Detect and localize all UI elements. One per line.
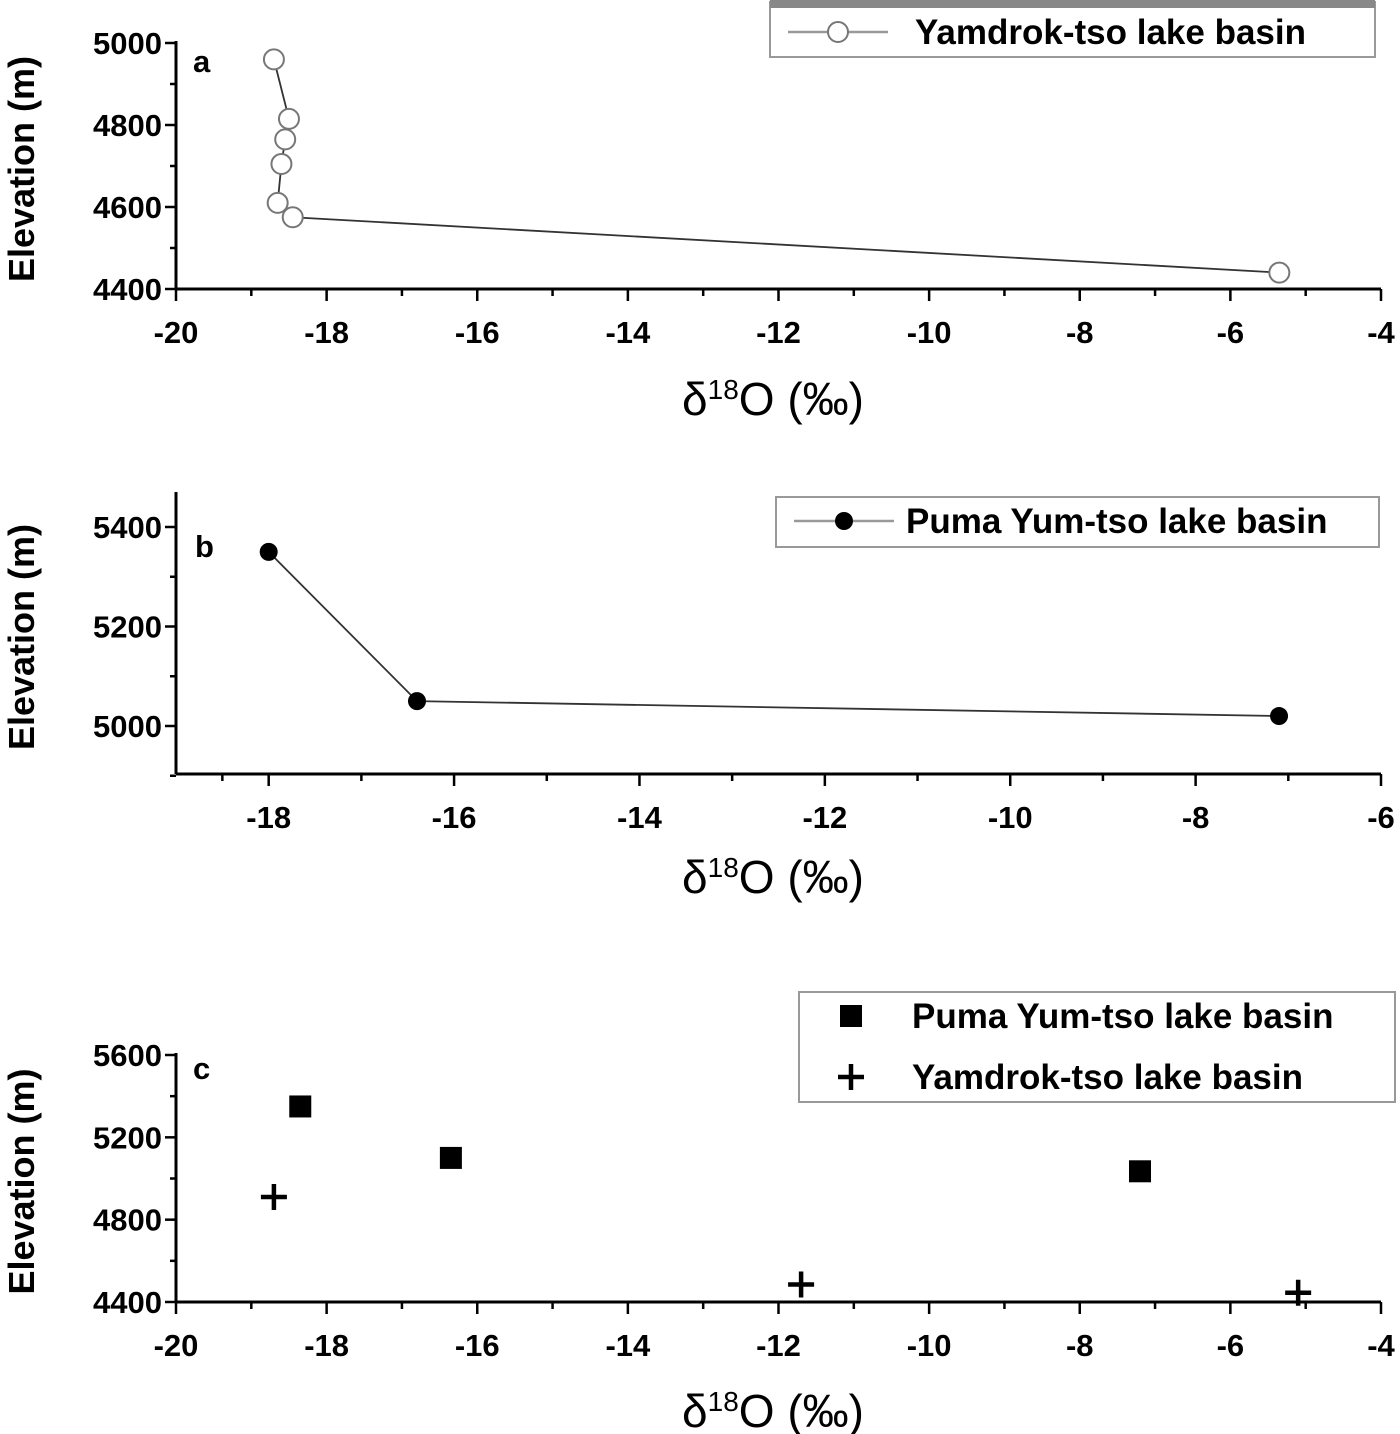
data-point-plus [260, 1184, 287, 1211]
data-point-open-circle [827, 21, 849, 43]
series-line [273, 59, 1280, 274]
x-tick-label: -4 [1367, 1328, 1395, 1363]
x-tick-label: -18 [246, 800, 291, 835]
data-point-filled-square [289, 1095, 312, 1118]
x-axis-title: δ18O (‰) [682, 373, 864, 425]
y-tick-label: 4400 [93, 272, 162, 307]
x-tick-label: -16 [455, 1328, 500, 1363]
data-point-open-circle [274, 128, 297, 151]
x-axis-title: δ18O (‰) [682, 1385, 864, 1434]
y-tick-label: 5200 [93, 610, 162, 645]
y-axis-title: Elevation (m) [1, 56, 42, 282]
x-tick-label: -6 [1367, 800, 1395, 835]
y-axis-title: Elevation (m) [1, 524, 42, 750]
x-tick-label: -10 [988, 800, 1033, 835]
data-point-open-circle [262, 48, 285, 71]
x-tick-label: -14 [605, 315, 651, 350]
panel-letter: b [195, 529, 214, 564]
data-point-filled-circle [408, 692, 426, 711]
x-tick-label: -6 [1217, 315, 1245, 350]
data-point-open-circle [270, 152, 293, 175]
series-puma-yum-tso-lake-basin [259, 542, 1289, 726]
legend-label: Puma Yum-tso lake basin [906, 502, 1327, 541]
legend: Puma Yum-tso lake basin Yamdrok-tso lake … [798, 991, 1396, 1103]
panel-letter: a [193, 44, 211, 79]
data-point-filled-square [439, 1146, 462, 1169]
series-line [268, 551, 1280, 717]
legend-label: Yamdrok-tso lake basin [915, 13, 1306, 52]
x-tick-label: -16 [455, 315, 500, 350]
y-tick-label: 4800 [93, 1203, 162, 1238]
y-tick-label: 4800 [93, 108, 162, 143]
x-tick-label: -18 [304, 1328, 349, 1363]
data-point-filled-square [1129, 1160, 1151, 1183]
x-tick-label: -16 [432, 800, 477, 835]
x-tick-label: -10 [907, 1328, 952, 1363]
data-point-open-circle [266, 191, 289, 214]
y-tick-label: 5400 [93, 510, 162, 545]
x-tick-label: -10 [907, 315, 952, 350]
series-yamdrok-tso-lake-basin [262, 48, 1291, 284]
data-point-open-circle [281, 206, 304, 229]
x-tick-label: -6 [1217, 1328, 1245, 1363]
x-tick-label: -8 [1066, 1328, 1094, 1363]
x-tick-label: -12 [756, 1328, 801, 1363]
data-point-open-circle [277, 107, 300, 130]
x-tick-label: -20 [154, 1328, 199, 1363]
data-point-filled-circle [1270, 707, 1289, 726]
x-tick-label: -4 [1367, 315, 1395, 350]
x-tick-label: -20 [154, 315, 199, 350]
data-point-plus [788, 1271, 815, 1298]
legend-box [769, 1, 1376, 58]
panel-letter: c [193, 1051, 210, 1086]
series-yamdrok-tso-lake-basin [260, 1184, 1312, 1306]
legend-top-border [770, 0, 1375, 8]
legend: Yamdrok-tso lake basin [769, 0, 1376, 58]
y-axis-title: Elevation (m) [1, 1068, 42, 1294]
x-tick-label: -14 [617, 800, 663, 835]
data-point-open-circle [1268, 261, 1291, 284]
y-tick-label: 5200 [93, 1120, 162, 1155]
legend-label: Yamdrok-tso lake basin [912, 1058, 1303, 1097]
data-point-filled-circle [259, 542, 278, 561]
x-tick-label: -12 [756, 315, 801, 350]
y-tick-label: 5000 [93, 709, 162, 744]
x-tick-label: -18 [304, 315, 349, 350]
y-tick-label: 4400 [93, 1285, 162, 1320]
y-tick-label: 5600 [93, 1038, 162, 1073]
x-tick-label: -8 [1066, 315, 1094, 350]
x-tick-label: -8 [1182, 800, 1210, 835]
x-axis-title: δ18O (‰) [682, 851, 864, 903]
panel-a: -20 -18 -16 -14 -12 -10 -8 -6 -4 4400 4600 4800 5000… [1, 0, 1396, 425]
panel-b: -18 -16 -14 -12 -10 -8 -6 5000 5200 5400 Elevation… [1, 492, 1395, 903]
data-point-plus [1285, 1279, 1312, 1306]
legend-box [798, 991, 1396, 1103]
data-point-filled-circle [835, 512, 853, 530]
x-tick-label: -14 [605, 1328, 651, 1363]
legend: Puma Yum-tso lake basin [775, 496, 1380, 548]
y-tick-label: 4600 [93, 190, 162, 225]
x-tick-label: -12 [802, 800, 847, 835]
y-tick-label: 5000 [93, 26, 162, 61]
data-point-plus [838, 1064, 864, 1090]
panel-c: -20 -18 -16 -14 -12 -10 -8 -6 -4 4400 4800 5200 5600… [1, 991, 1396, 1434]
series-puma-yum-tso-lake-basin [289, 1095, 1151, 1183]
data-point-filled-square [840, 1005, 862, 1027]
legend-label: Puma Yum-tso lake basin [912, 997, 1333, 1036]
